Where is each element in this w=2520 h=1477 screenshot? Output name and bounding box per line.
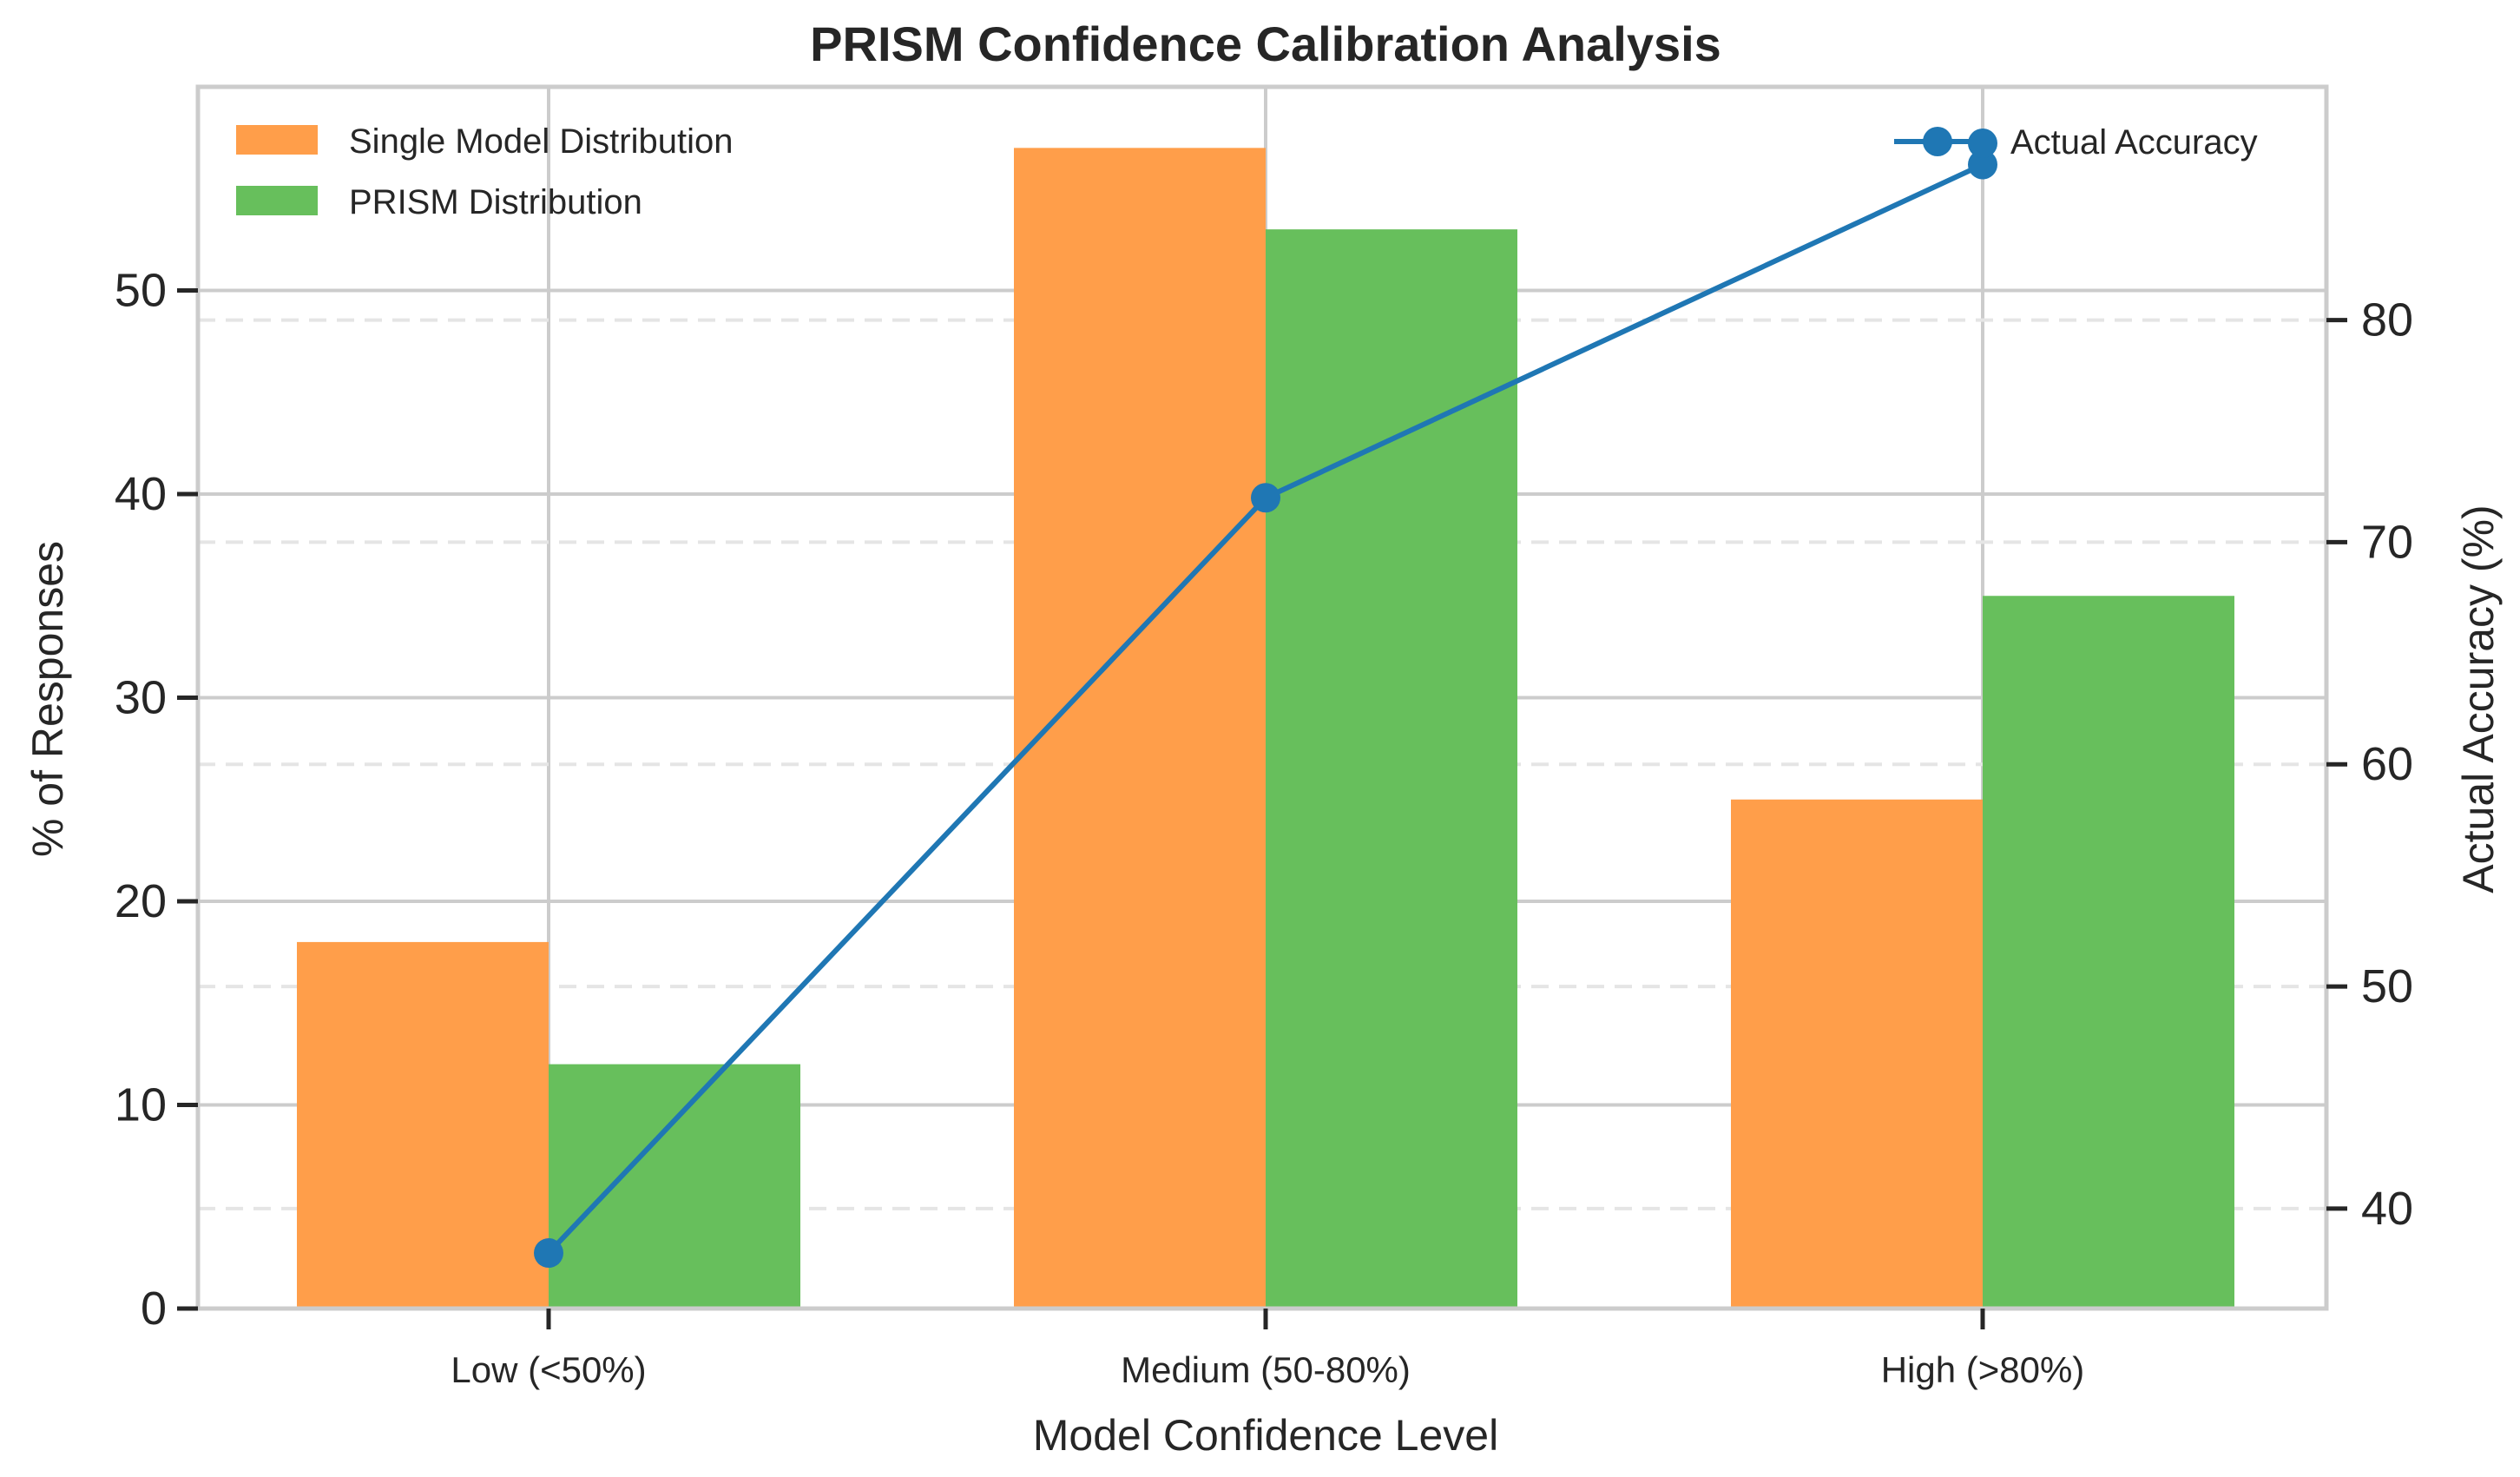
bar-single-model	[297, 941, 549, 1309]
y-tick-label: 20	[115, 875, 167, 927]
legend-swatch	[236, 186, 318, 215]
chart-title: PRISM Confidence Calibration Analysis	[810, 16, 1721, 71]
point-actual-accuracy	[1251, 483, 1280, 513]
point-actual-accuracy	[1968, 149, 1997, 180]
y2-axis-title: Actual Accuracy (%)	[2454, 504, 2503, 893]
y-axis-title: % of Responses	[23, 541, 72, 857]
y2-tick-label: 70	[2361, 516, 2413, 568]
x-tick-label: Medium (50-80%)	[1121, 1349, 1411, 1390]
legend-label: PRISM Distribution	[349, 183, 642, 221]
x-tick-label: High (>80%)	[1881, 1349, 2085, 1390]
y2-tick-label: 60	[2361, 738, 2413, 790]
point-actual-accuracy	[534, 1238, 563, 1269]
y-tick-label: 30	[115, 672, 167, 724]
y2-tick-label: 40	[2361, 1183, 2413, 1235]
y-tick-label: 0	[141, 1282, 167, 1335]
legend-label: Actual Accuracy	[2010, 123, 2258, 162]
legend-swatch	[236, 125, 318, 155]
bar-prism	[549, 1064, 800, 1309]
legend-marker	[1968, 129, 1997, 158]
y-tick-label: 50	[115, 265, 167, 317]
legend-marker	[1923, 127, 1952, 156]
x-axis-title: Model Confidence Level	[1033, 1411, 1498, 1460]
y-tick-label: 10	[115, 1079, 167, 1131]
plot-area: 0 10 20 30 40 50 40 50 60 70 80 Low (<50%) Medium (5…	[23, 84, 2503, 1460]
legend-label: Single Model Distribution	[349, 122, 733, 161]
x-tick-label: Low (<50%)	[451, 1349, 646, 1390]
bar-prism	[1983, 596, 2234, 1309]
y2-tick-label: 80	[2361, 294, 2413, 346]
bar-single-model	[1731, 799, 1983, 1309]
bar-single-model	[1014, 148, 1266, 1309]
y2-tick-label: 50	[2361, 960, 2413, 1012]
bar-prism	[1266, 229, 1517, 1309]
y-tick-label: 40	[115, 468, 167, 520]
